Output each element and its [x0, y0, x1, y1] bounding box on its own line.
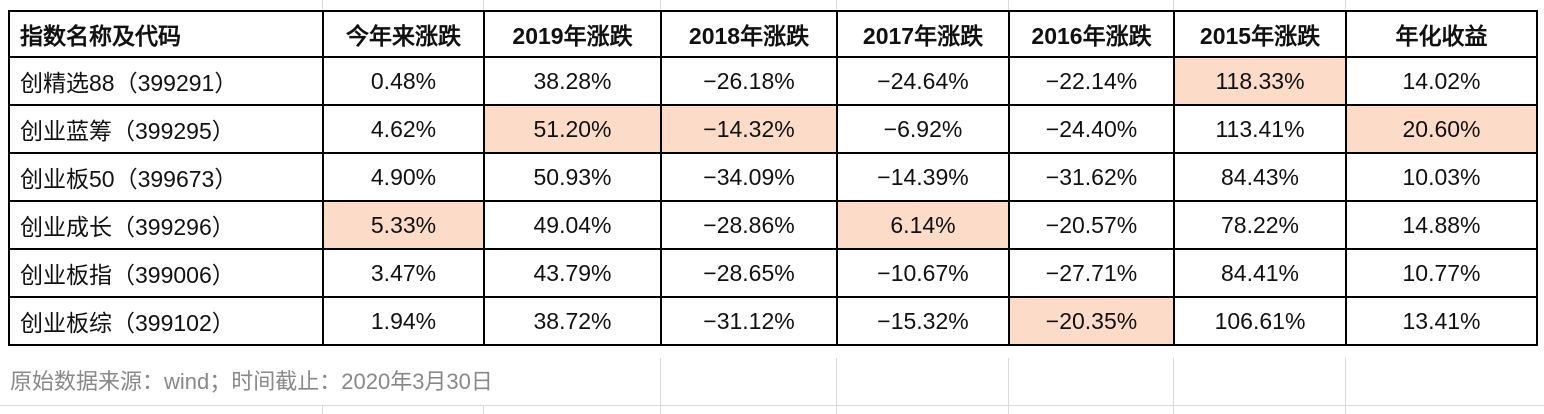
value-cell-highlighted[interactable]: 6.14%: [836, 200, 1010, 250]
data-source-note: 原始数据来源：wind；时间截止：2020年3月30日: [10, 369, 493, 394]
value-cell[interactable]: −27.71%: [1008, 248, 1175, 298]
column-header-2015[interactable]: 2015年涨跌: [1173, 10, 1347, 58]
column-header-ytd[interactable]: 今年来涨跌: [322, 10, 485, 58]
index-name-cell[interactable]: 创业板综（399102）: [8, 296, 324, 346]
sheet-gridline: [322, 0, 323, 10]
table-row: 创业板50（399673） 4.90% 50.93% −34.09% −14.3…: [8, 152, 1538, 202]
value-cell[interactable]: 38.28%: [483, 56, 662, 106]
value-cell[interactable]: 14.88%: [1345, 200, 1538, 250]
value-cell[interactable]: 106.61%: [1173, 296, 1347, 346]
value-cell-highlighted[interactable]: 20.60%: [1345, 104, 1538, 154]
table-row: 创业板综（399102） 1.94% 38.72% −31.12% −15.32…: [8, 296, 1538, 346]
column-header-index-name[interactable]: 指数名称及代码: [8, 10, 324, 58]
value-cell[interactable]: −28.65%: [660, 248, 838, 298]
value-cell[interactable]: 49.04%: [483, 200, 662, 250]
sheet-gridline: [322, 405, 323, 414]
value-cell[interactable]: 10.03%: [1345, 152, 1538, 202]
value-cell[interactable]: 0.48%: [322, 56, 485, 106]
sheet-gridline: [1173, 358, 1174, 414]
table-row: 创精选88（399291） 0.48% 38.28% −26.18% −24.6…: [8, 56, 1538, 106]
value-cell[interactable]: −15.32%: [836, 296, 1010, 346]
value-cell-highlighted[interactable]: −20.35%: [1008, 296, 1175, 346]
column-header-2019[interactable]: 2019年涨跌: [483, 10, 662, 58]
sheet-gridline: [483, 0, 484, 10]
value-cell[interactable]: −22.14%: [1008, 56, 1175, 106]
sheet-gridline: [836, 358, 837, 414]
value-cell[interactable]: −6.92%: [836, 104, 1010, 154]
sheet-gridline: [660, 358, 661, 414]
sheet-gridline: [1345, 358, 1346, 414]
value-cell[interactable]: −31.12%: [660, 296, 838, 346]
value-cell[interactable]: 38.72%: [483, 296, 662, 346]
sheet-gridline: [1008, 0, 1009, 10]
sheet-gridline: [1008, 358, 1009, 414]
value-cell-highlighted[interactable]: 51.20%: [483, 104, 662, 154]
table-row: 创业蓝筹（399295） 4.62% 51.20% −14.32% −6.92%…: [8, 104, 1538, 154]
value-cell[interactable]: 84.41%: [1173, 248, 1347, 298]
value-cell[interactable]: 14.02%: [1345, 56, 1538, 106]
value-cell[interactable]: −26.18%: [660, 56, 838, 106]
value-cell[interactable]: 1.94%: [322, 296, 485, 346]
value-cell[interactable]: −24.40%: [1008, 104, 1175, 154]
sheet-gridline: [660, 0, 661, 10]
value-cell[interactable]: 84.43%: [1173, 152, 1347, 202]
table-row: 创业成长（399296） 5.33% 49.04% −28.86% 6.14% …: [8, 200, 1538, 250]
value-cell[interactable]: −28.86%: [660, 200, 838, 250]
header-row: 指数名称及代码 今年来涨跌 2019年涨跌 2018年涨跌 2017年涨跌 20…: [8, 10, 1538, 58]
index-name-cell[interactable]: 创业板指（399006）: [8, 248, 324, 298]
index-name-cell[interactable]: 创精选88（399291）: [8, 56, 324, 106]
index-name-cell[interactable]: 创业板50（399673）: [8, 152, 324, 202]
value-cell-highlighted[interactable]: 5.33%: [322, 200, 485, 250]
value-cell[interactable]: 4.62%: [322, 104, 485, 154]
value-cell[interactable]: 50.93%: [483, 152, 662, 202]
sheet-gridline: [0, 405, 1544, 406]
value-cell[interactable]: −10.67%: [836, 248, 1010, 298]
index-performance-table: 指数名称及代码 今年来涨跌 2019年涨跌 2018年涨跌 2017年涨跌 20…: [8, 10, 1538, 346]
value-cell[interactable]: 10.77%: [1345, 248, 1538, 298]
sheet-gridline: [1173, 0, 1174, 10]
value-cell[interactable]: −14.39%: [836, 152, 1010, 202]
value-cell[interactable]: −24.64%: [836, 56, 1010, 106]
index-name-cell[interactable]: 创业蓝筹（399295）: [8, 104, 324, 154]
value-cell[interactable]: 113.41%: [1173, 104, 1347, 154]
value-cell[interactable]: 13.41%: [1345, 296, 1538, 346]
column-header-2016[interactable]: 2016年涨跌: [1008, 10, 1175, 58]
sheet-gridline: [483, 405, 484, 414]
column-header-annualized[interactable]: 年化收益: [1345, 10, 1538, 58]
value-cell[interactable]: 43.79%: [483, 248, 662, 298]
column-header-2018[interactable]: 2018年涨跌: [660, 10, 838, 58]
table-row: 创业板指（399006） 3.47% 43.79% −28.65% −10.67…: [8, 248, 1538, 298]
value-cell-highlighted[interactable]: −14.32%: [660, 104, 838, 154]
column-header-2017[interactable]: 2017年涨跌: [836, 10, 1010, 58]
value-cell[interactable]: 4.90%: [322, 152, 485, 202]
value-cell[interactable]: 3.47%: [322, 248, 485, 298]
index-name-cell[interactable]: 创业成长（399296）: [8, 200, 324, 250]
value-cell[interactable]: −31.62%: [1008, 152, 1175, 202]
value-cell[interactable]: −34.09%: [660, 152, 838, 202]
sheet-gridline: [1345, 0, 1346, 10]
value-cell-highlighted[interactable]: 118.33%: [1173, 56, 1347, 106]
value-cell[interactable]: −20.57%: [1008, 200, 1175, 250]
sheet-gridline: [836, 0, 837, 10]
value-cell[interactable]: 78.22%: [1173, 200, 1347, 250]
